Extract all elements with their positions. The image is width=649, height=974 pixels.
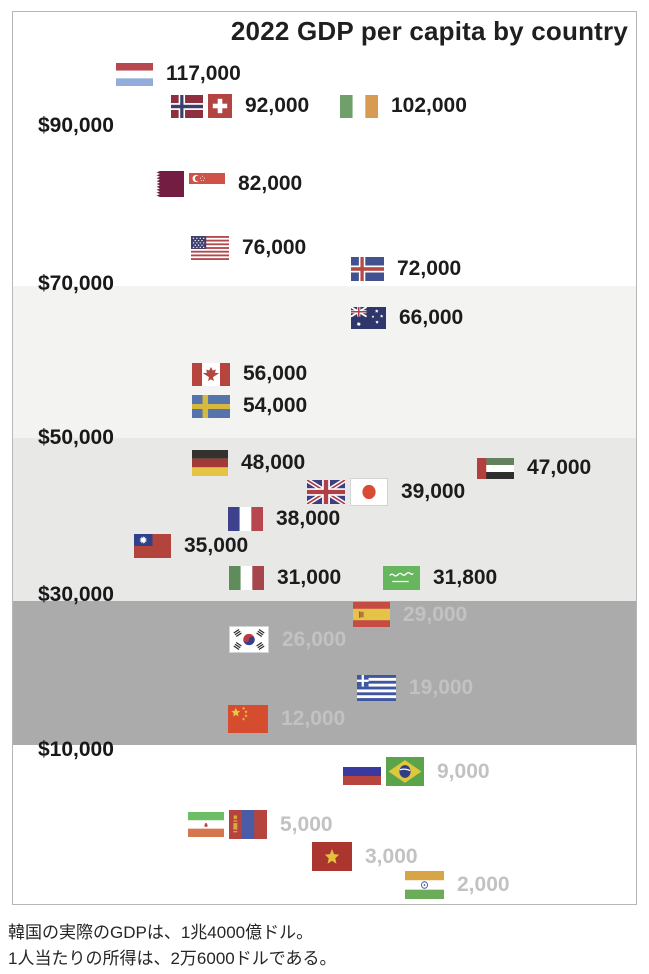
gdp-point-south-korea: 26,000 bbox=[229, 626, 346, 653]
gdp-value-label-norway-switzerland: 92,000 bbox=[245, 94, 310, 117]
axis-label-30000: $30,000 bbox=[38, 583, 114, 606]
gdp-value-label-vietnam: 3,000 bbox=[365, 844, 418, 868]
gdp-point-italy: 31,000 bbox=[229, 566, 341, 590]
switzerland-flag-icon bbox=[208, 94, 232, 118]
gdp-value-label-taiwan: 35,000 bbox=[184, 534, 249, 557]
gdp-value-label-china: 12,000 bbox=[281, 707, 346, 730]
japan-flag-icon bbox=[350, 478, 388, 506]
italy-flag-icon bbox=[229, 566, 264, 590]
gdp-value-label-iceland: 72,000 bbox=[397, 257, 462, 280]
norway-flag-icon bbox=[171, 94, 203, 118]
footnote-line-2: 1人当たりの所得は、2万6000ドルである。 bbox=[8, 949, 337, 968]
gdp-value-label-india: 2,000 bbox=[457, 873, 510, 896]
india-flag-icon bbox=[405, 871, 444, 899]
greece-flag-icon bbox=[357, 675, 396, 701]
gdp-point-australia: 66,000 bbox=[351, 306, 463, 330]
canada-flag-icon bbox=[192, 362, 230, 386]
axis-label-50000: $50,000 bbox=[38, 426, 114, 449]
gdp-value-label-greece: 19,000 bbox=[409, 676, 474, 699]
gdp-point-greece: 19,000 bbox=[357, 675, 473, 701]
gdp-point-iceland: 72,000 bbox=[351, 257, 461, 281]
iceland-flag-icon bbox=[351, 257, 384, 281]
united-arab-emirates-flag-icon bbox=[477, 457, 514, 479]
chart-title: 2022 GDP per capita by country bbox=[230, 16, 628, 46]
ireland-flag-icon bbox=[340, 94, 378, 118]
gdp-value-label-australia: 66,000 bbox=[399, 306, 464, 329]
gdp-point-luxembourg: 117,000 bbox=[116, 62, 241, 86]
gdp-value-label-sweden: 54,000 bbox=[243, 394, 308, 417]
gdp-point-united-states: 76,000 bbox=[191, 236, 306, 260]
gdp-point-russia-brazil: 9,000 bbox=[343, 757, 490, 786]
gdp-point-canada: 56,000 bbox=[192, 362, 307, 386]
mongolia-flag-icon bbox=[229, 810, 267, 839]
axis-label-70000: $70,000 bbox=[38, 272, 114, 295]
gdp-value-label-saudi-arabia: 31,800 bbox=[433, 566, 498, 589]
gdp-point-norway-switzerland: 92,000 bbox=[171, 94, 309, 118]
russia-flag-icon bbox=[343, 758, 381, 785]
background-band-70k-50k bbox=[13, 286, 637, 438]
gdp-value-label-germany: 48,000 bbox=[241, 451, 306, 474]
gdp-value-label-qatar-singapore: 82,000 bbox=[238, 172, 303, 195]
singapore-flag-icon bbox=[189, 173, 225, 195]
gdp-point-china: 12,000 bbox=[228, 705, 345, 733]
qatar-flag-icon bbox=[150, 171, 184, 197]
vietnam-flag-icon bbox=[312, 842, 352, 871]
gdp-value-label-luxembourg: 117,000 bbox=[166, 62, 241, 85]
gdp-point-taiwan: 35,000 bbox=[134, 534, 248, 558]
gdp-value-label-canada: 56,000 bbox=[243, 362, 308, 385]
germany-flag-icon bbox=[192, 450, 228, 476]
gdp-value-label-italy: 31,000 bbox=[277, 566, 342, 589]
sweden-flag-icon bbox=[192, 394, 230, 418]
taiwan-flag-icon bbox=[134, 534, 171, 558]
gdp-point-india: 2,000 bbox=[405, 871, 510, 899]
gdp-value-label-russia-brazil: 9,000 bbox=[437, 759, 490, 783]
gdp-value-label-iran-mongolia: 5,000 bbox=[280, 812, 333, 836]
gdp-point-sweden: 54,000 bbox=[192, 394, 307, 418]
gdp-value-label-united-states: 76,000 bbox=[242, 236, 307, 259]
gdp-point-qatar-singapore: 82,000 bbox=[150, 171, 302, 197]
gdp-point-germany: 48,000 bbox=[192, 450, 305, 476]
gdp-point-united-arab-emirates: 47,000 bbox=[477, 456, 591, 480]
gdp-value-label-france: 38,000 bbox=[276, 507, 341, 530]
gdp-point-france: 38,000 bbox=[228, 507, 340, 531]
gdp-value-label-ireland: 102,000 bbox=[391, 94, 467, 117]
gdp-point-united-kingdom-japan: 39,000 bbox=[307, 478, 465, 506]
footnote: 韓国の実際のGDPは、1兆4000億ドル。 1人当たりの所得は、2万6000ドル… bbox=[8, 920, 337, 972]
background-band-30k-10k bbox=[13, 601, 637, 745]
australia-flag-icon bbox=[351, 307, 386, 329]
gdp-value-label-south-korea: 26,000 bbox=[282, 627, 347, 651]
footnote-line-1: 韓国の実際のGDPは、1兆4000億ドル。 bbox=[8, 923, 314, 942]
gdp-point-iran-mongolia: 5,000 bbox=[188, 810, 333, 839]
south-korea-flag-icon bbox=[229, 626, 269, 653]
axis-label-10000: $10,000 bbox=[38, 738, 114, 761]
gdp-value-label-united-arab-emirates: 47,000 bbox=[527, 456, 592, 479]
gdp-point-spain: 29,000 bbox=[353, 602, 467, 627]
saudi-arabia-flag-icon bbox=[383, 566, 420, 590]
gdp-value-label-united-kingdom-japan: 39,000 bbox=[401, 480, 466, 503]
united-states-flag-icon bbox=[191, 236, 229, 260]
china-flag-icon bbox=[228, 705, 268, 733]
brazil-flag-icon bbox=[386, 757, 424, 786]
background-band-50k-30k bbox=[13, 438, 637, 601]
gdp-point-ireland: 102,000 bbox=[340, 94, 467, 118]
iran-flag-icon bbox=[188, 812, 224, 837]
united-kingdom-flag-icon bbox=[307, 480, 345, 504]
spain-flag-icon bbox=[353, 602, 390, 627]
gdp-value-label-spain: 29,000 bbox=[403, 602, 468, 626]
gdp-point-saudi-arabia: 31,800 bbox=[383, 566, 497, 590]
gdp-point-vietnam: 3,000 bbox=[312, 842, 418, 871]
axis-label-90000: $90,000 bbox=[38, 114, 114, 137]
france-flag-icon bbox=[228, 507, 263, 531]
luxembourg-flag-icon bbox=[116, 62, 153, 86]
